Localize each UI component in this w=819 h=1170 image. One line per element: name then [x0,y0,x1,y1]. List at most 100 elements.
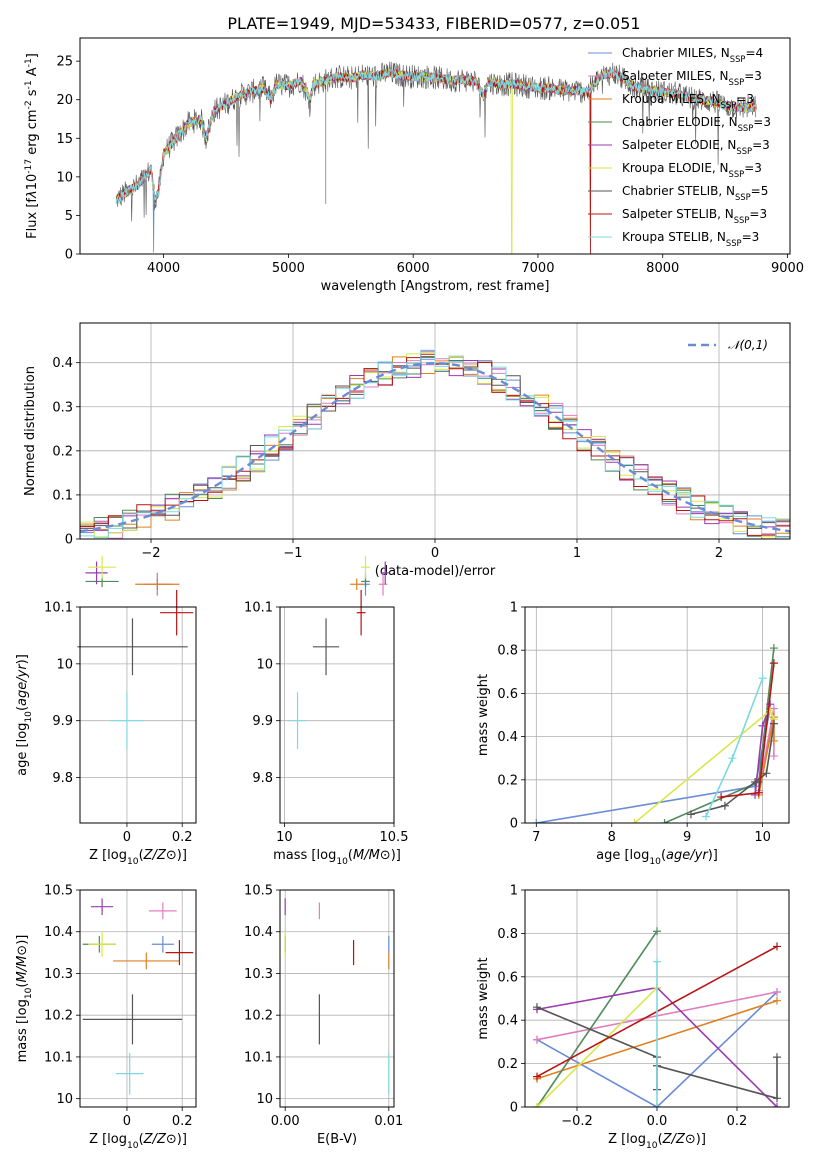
x-tick-label: 0.01 [374,1114,403,1129]
y-tick-label: 10 [56,170,73,185]
axes-frame [279,606,395,824]
weight-point-marker [773,1053,781,1062]
y-tick-label: 10.4 [244,925,273,940]
legend-entry: Salpeter ELODIE, NSSP=3 [622,138,770,156]
weight-point-marker [773,942,781,951]
y-tick-label: 10.1 [44,1050,73,1065]
x-tick-label: 1 [573,546,581,561]
axes-frame [524,889,790,1108]
x-tick-label: 0.2 [172,830,193,845]
weight-point-marker [762,769,771,778]
weight-point-marker [720,801,729,810]
spectrum-series-line [116,61,757,222]
y-tick-label: 0.2 [497,773,518,788]
errorbar-group [284,898,390,1095]
y-tick-label: 0.8 [497,644,518,659]
legend-entry: Chabrier ELODIE, NSSP=3 [622,115,771,133]
x-axis-label: mass [log10(M/M⊙)] [273,848,401,867]
weight-point-marker [717,793,726,802]
x-tick-label: 4000 [147,261,180,276]
weight-point-marker [533,1035,541,1044]
weight-point-marker [533,1003,541,1012]
y-tick-label: 9.9 [252,714,273,729]
histogram-series [80,349,790,539]
weight-point-marker [728,754,737,763]
weight-point-marker [702,812,711,821]
weight-point-marker [653,1103,661,1107]
weight-lines [532,644,778,823]
y-tick-label: 0.4 [52,356,73,371]
x-tick-label: 10.5 [380,830,409,845]
y-axis-label: Normed distribution [23,366,38,496]
weight-point-marker [653,927,661,936]
weight-series-line [536,991,778,1107]
y-tick-label: 10.2 [244,1009,273,1024]
y-tick-label: 0.2 [497,1057,518,1072]
y-tick-label: 25 [56,55,73,70]
y-axis-label: mass weight [476,674,491,756]
x-tick-label: 0.00 [271,1114,300,1129]
y-tick-label: 10 [56,657,73,672]
y-tick-label: 10.5 [44,884,73,899]
weight-point-marker [769,644,778,653]
y-tick-label: 9.9 [52,714,73,729]
weight-point-marker [766,706,775,715]
weight-point-marker [758,721,767,730]
y-tick-label: 9.8 [52,771,73,786]
legend-entry: Kroupa MILES, NSSP=3 [622,92,754,110]
weight-point-marker [769,719,778,728]
weight-point-marker [773,1103,781,1107]
axes-frame [524,606,790,824]
y-tick-label: 10.2 [44,1009,73,1024]
weight-point-marker [533,1103,541,1107]
y-tick-label: 0 [65,533,73,548]
x-axis-label: (data-model)/error [375,564,496,579]
y-tick-label: 0.1 [52,488,73,503]
y-tick-label: 0.3 [52,400,73,415]
weight-point-marker [758,674,767,683]
weight-point-marker [751,777,760,786]
x-tick-label: 0.0 [647,1114,668,1129]
x-tick-label: 10 [276,830,293,845]
x-axis-label: wavelength [Angstrom, rest frame] [321,279,550,294]
weight-point-marker [630,819,639,823]
y-tick-label: 0 [510,817,518,832]
x-tick-label: 7000 [521,261,554,276]
x-tick-label: 0.2 [172,1114,193,1129]
y-tick-label: 10 [256,1092,273,1107]
y-tick-label: 10.1 [244,1050,273,1065]
weight-series-line [536,708,771,823]
y-tick-label: 0.6 [497,970,518,985]
y-tick-label: 0.6 [497,687,518,702]
weight-point-marker [686,810,695,819]
x-tick-label: −0.2 [561,1114,593,1129]
weight-point-marker [773,996,781,1005]
y-tick-label: 10 [256,657,273,672]
y-tick-label: 1 [510,601,518,616]
x-tick-label: 0 [431,546,439,561]
x-tick-label: 9000 [771,261,804,276]
x-tick-label: 8 [608,830,616,845]
weight-point-marker [532,819,541,823]
weight-point-marker [773,987,781,996]
weight-point-marker [769,752,778,761]
y-tick-label: 10.5 [244,884,273,899]
legend-entry: Salpeter STELIB, NSSP=3 [622,207,767,225]
chart-title: PLATE=1949, MJD=53433, FIBERID=0577, z=0… [227,14,640,33]
y-tick-label: 0.4 [497,1014,518,1029]
weight-lines [533,927,781,1107]
y-tick-label: 0 [65,248,73,263]
x-axis-label: age [log10(age/yr)] [596,848,718,867]
x-tick-label: 6000 [397,261,430,276]
x-tick-label: 0 [123,1114,131,1129]
histogram-group [80,349,790,539]
legend-entry: Chabrier MILES, NSSP=4 [622,46,763,64]
weight-point-marker [660,819,669,823]
x-axis-label: Z [log10(Z/Z⊙)] [89,848,187,867]
x-tick-label: 2 [715,546,723,561]
spectrum-series-line [115,67,757,254]
weight-point-marker [653,957,661,966]
x-tick-label: 0 [123,830,131,845]
axes-frame [79,322,791,540]
